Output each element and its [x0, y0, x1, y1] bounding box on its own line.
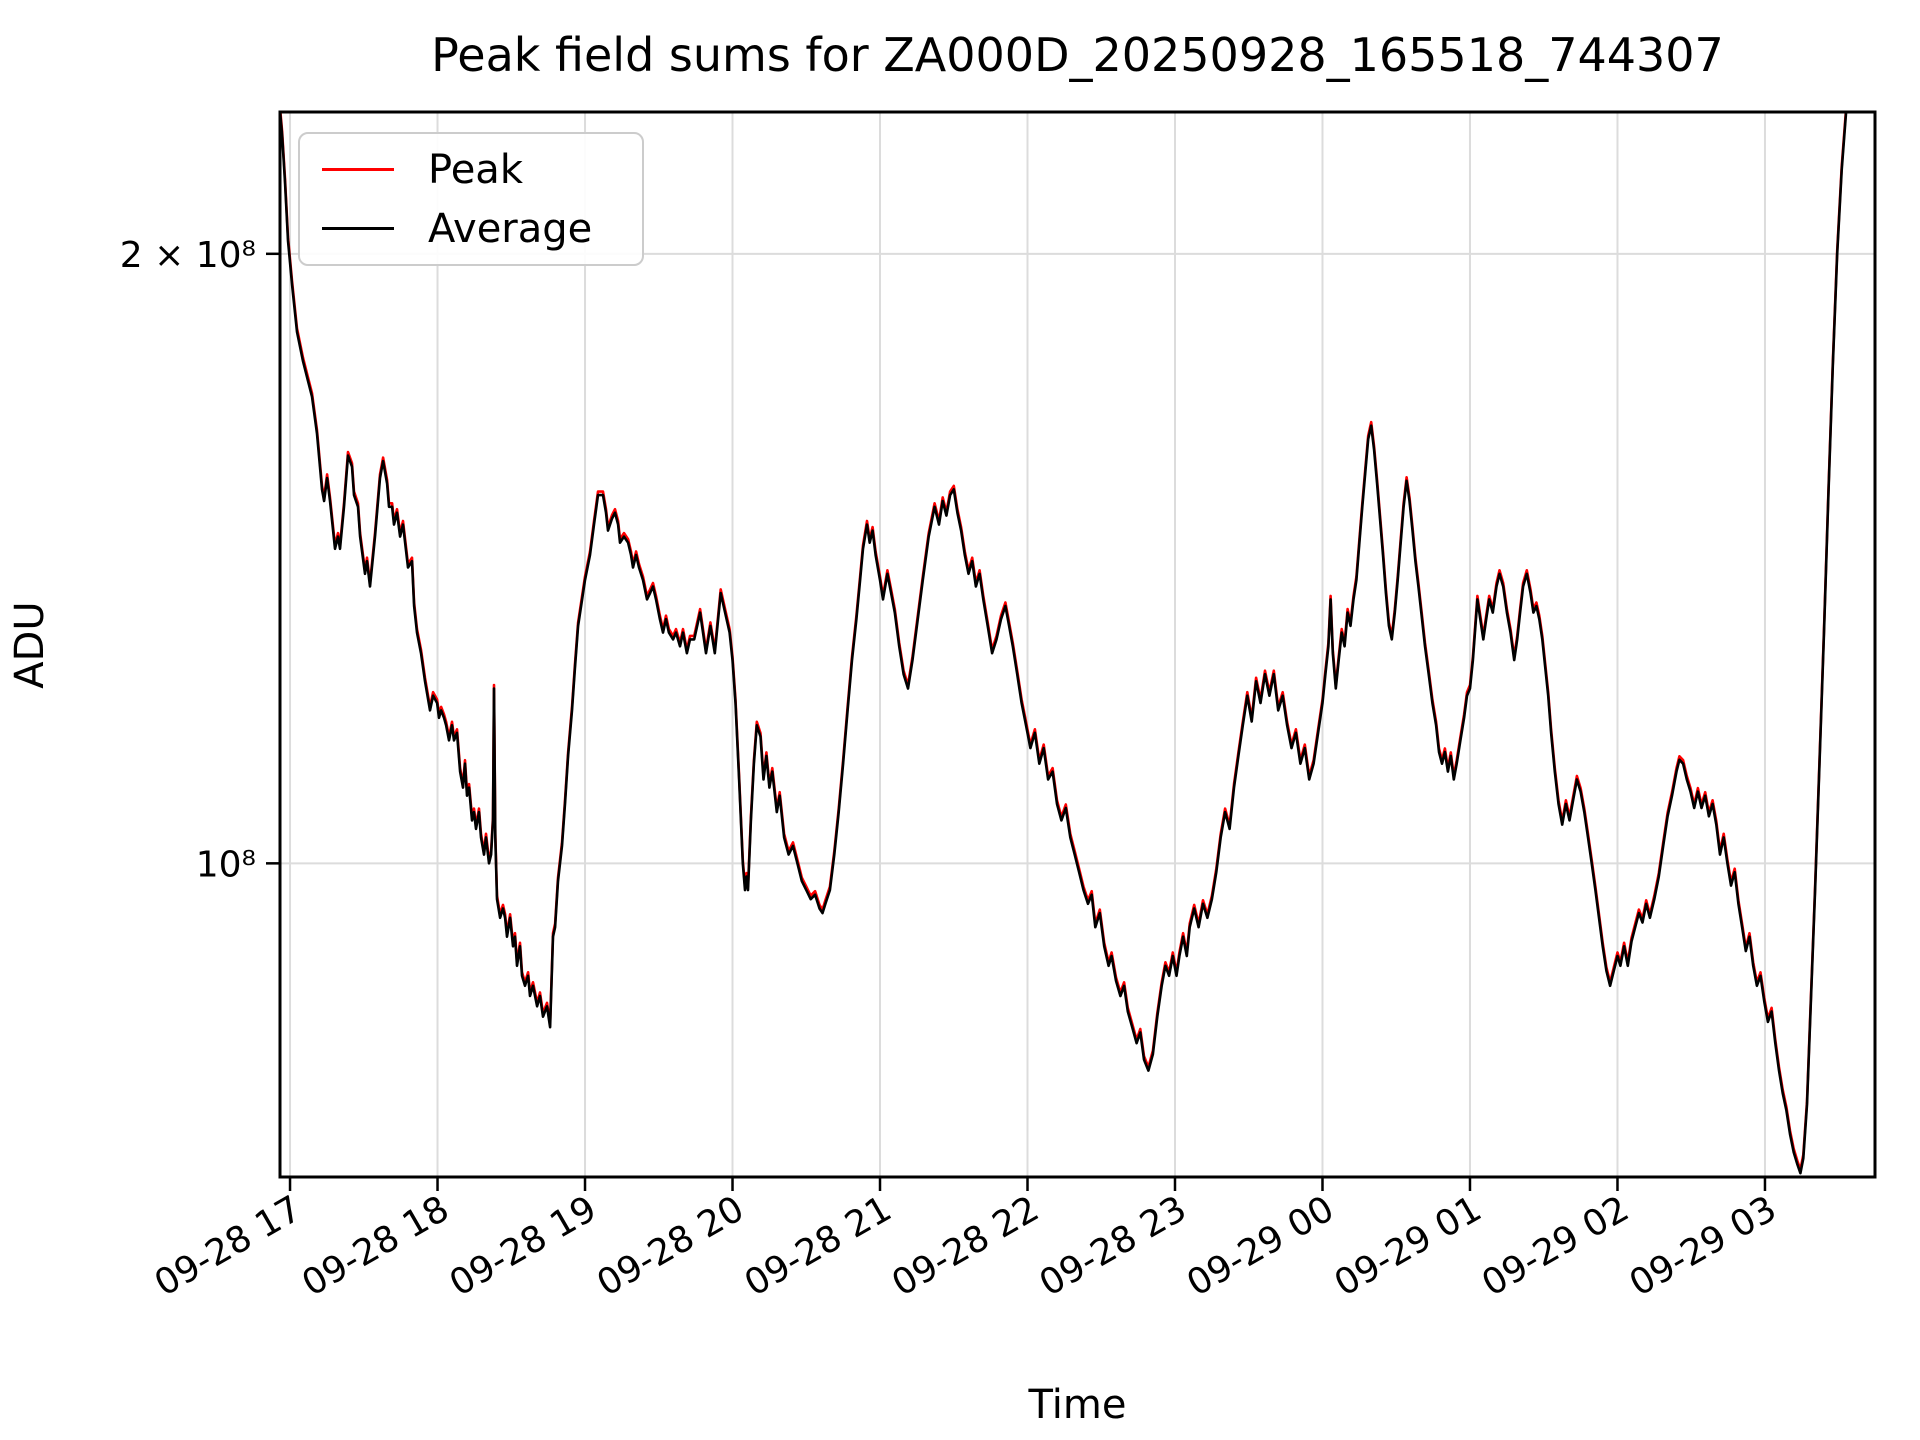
- legend-label-average: Average: [428, 205, 593, 252]
- legend-item-peak: Peak: [322, 150, 620, 190]
- legend: Peak Average: [298, 132, 644, 266]
- x-tick-label: 09-29 01: [1328, 1188, 1489, 1304]
- x-tick-label: 09-28 22: [885, 1188, 1046, 1304]
- x-tick-label: 09-29 02: [1475, 1188, 1636, 1304]
- x-tick-label: 09-28 21: [738, 1188, 899, 1304]
- y-tick-label: 10⁸: [196, 844, 256, 885]
- legend-item-average: Average: [322, 209, 620, 249]
- x-tick-label: 09-28 20: [590, 1188, 751, 1304]
- peak-series-line: [281, 113, 1848, 1171]
- average-series-line: [281, 113, 1848, 1175]
- y-tick-label: 2 × 10⁸: [120, 235, 256, 276]
- peak-line-swatch-icon: [322, 168, 394, 171]
- axes-spines: [278, 110, 1877, 1179]
- average-line-swatch-icon: [322, 227, 394, 230]
- x-tick-label: 09-28 19: [443, 1188, 604, 1304]
- y-axis-label: ADU: [7, 601, 53, 689]
- x-tick-label: 09-29 03: [1623, 1188, 1784, 1304]
- chart-title: Peak field sums for ZA000D_20250928_1655…: [431, 28, 1724, 82]
- x-axis-label: Time: [1028, 1382, 1127, 1428]
- legend-label-peak: Peak: [428, 146, 523, 193]
- x-tick-label: 09-29 00: [1180, 1188, 1341, 1304]
- x-tick-label: 09-28 23: [1033, 1188, 1194, 1304]
- x-tick-label: 09-28 18: [295, 1188, 456, 1304]
- x-tick-label: 09-28 17: [148, 1188, 309, 1304]
